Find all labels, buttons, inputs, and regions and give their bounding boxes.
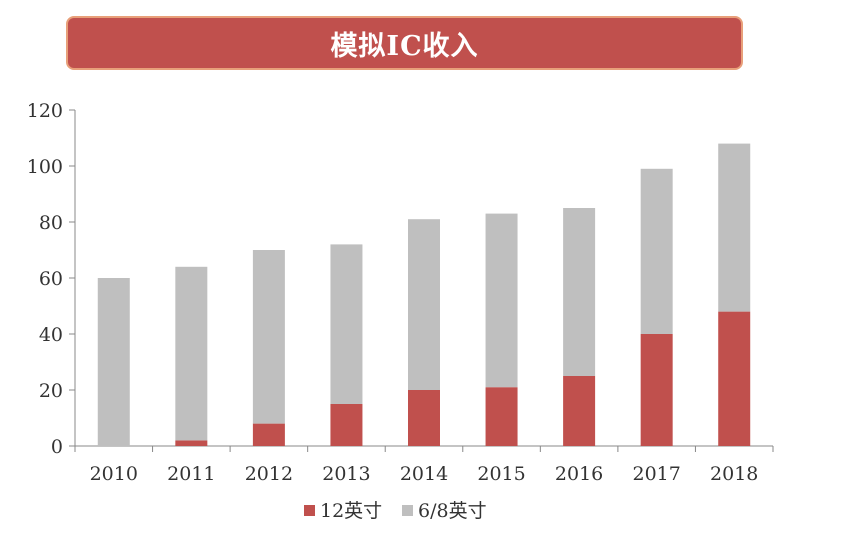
y-tick-label: 40 [39, 324, 63, 346]
legend-label: 6/8英寸 [418, 500, 487, 522]
x-tick-label: 2013 [322, 463, 370, 485]
x-tick-label: 2011 [167, 463, 215, 485]
bar-segment-inch6-8 [175, 266, 208, 441]
y-tick-label: 0 [51, 436, 63, 458]
legend-label: 12英寸 [320, 500, 382, 522]
x-tick-label: 2018 [710, 463, 758, 485]
bar-segment-inch12 [563, 376, 596, 446]
y-tick-label: 20 [39, 380, 63, 402]
bar-segment-inch6-8 [640, 168, 673, 334]
axes: 0 20 40 60 80 100 120 2010 2011 2012 2013 2014 2015 2… [27, 100, 774, 485]
x-tick-label: 2016 [555, 463, 603, 485]
bar-segment-inch6-8 [485, 213, 518, 388]
y-tick-label: 100 [27, 156, 63, 178]
x-tick-label: 2010 [90, 463, 138, 485]
y-tick-label: 120 [27, 100, 63, 122]
bar-segment-inch12 [485, 387, 518, 446]
bar-segment-inch6-8 [563, 208, 596, 376]
bar-segment-inch12 [330, 404, 363, 446]
bar-segment-inch12 [718, 311, 751, 446]
bar-segment-inch6-8 [718, 143, 751, 312]
bar-segment-inch6-8 [252, 250, 285, 424]
bar-segment-inch6-8 [330, 244, 363, 404]
chart-title: 模拟IC收入 [330, 30, 479, 62]
bar-segment-inch12 [640, 334, 673, 446]
y-tick-label: 60 [39, 268, 63, 290]
legend-swatch [304, 505, 315, 516]
y-tick-label: 80 [39, 212, 63, 234]
bar-segment-inch12 [252, 423, 285, 446]
bar-segment-inch12 [175, 440, 208, 446]
x-tick-label: 2014 [400, 463, 448, 485]
bar-segment-inch12 [408, 390, 440, 446]
legend: 12英寸 6/8英寸 [304, 500, 487, 522]
bars [97, 143, 751, 446]
chart-title-banner: 模拟IC收入 [66, 16, 743, 70]
x-tick-label: 2012 [245, 463, 293, 485]
bar-segment-inch6-8 [97, 278, 130, 446]
x-tick-label: 2017 [632, 463, 680, 485]
x-tick-label: 2015 [477, 463, 525, 485]
bar-segment-inch6-8 [408, 219, 440, 390]
legend-swatch [402, 505, 413, 516]
